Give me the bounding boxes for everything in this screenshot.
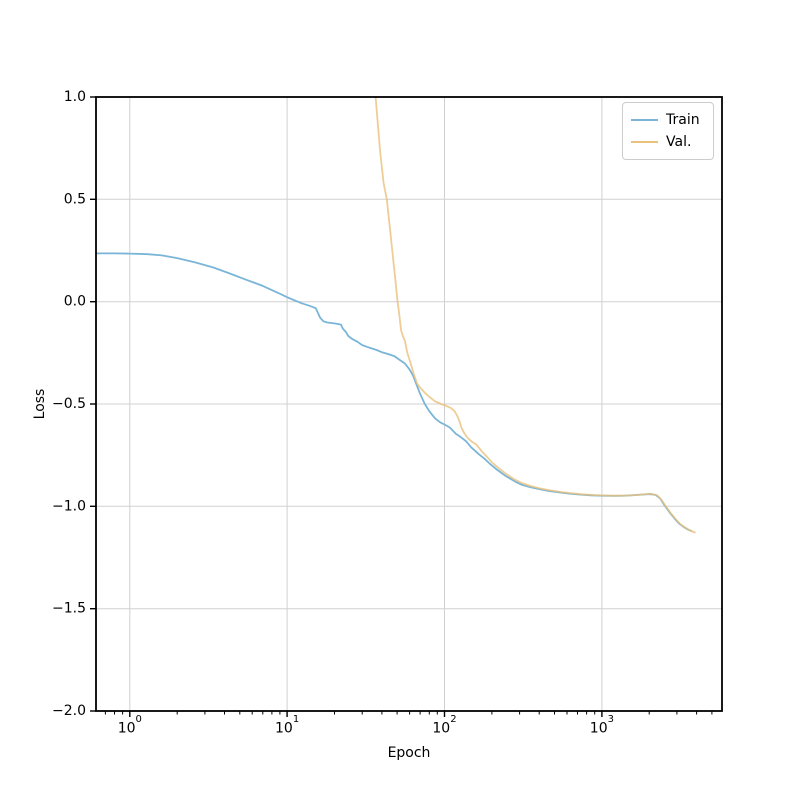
- svg-text:102: 102: [432, 714, 456, 736]
- legend-item-train: Train: [631, 109, 705, 131]
- svg-text:0.5: 0.5: [64, 191, 86, 207]
- legend-label-train: Train: [666, 112, 700, 128]
- val-line-swatch: [631, 141, 658, 143]
- svg-text:−1.5: −1.5: [52, 601, 86, 617]
- svg-text:−0.5: −0.5: [52, 396, 86, 412]
- svg-text:1.0: 1.0: [64, 89, 86, 105]
- svg-text:103: 103: [590, 714, 614, 736]
- legend-item-val: Val.: [631, 131, 705, 153]
- train-line-swatch: [631, 119, 658, 121]
- svg-text:101: 101: [275, 714, 299, 736]
- svg-text:−2.0: −2.0: [52, 703, 86, 719]
- legend-label-val: Val.: [666, 134, 692, 150]
- y-axis-label: Loss: [32, 388, 48, 420]
- svg-text:100: 100: [118, 714, 142, 736]
- x-axis-label: Epoch: [387, 745, 431, 761]
- svg-text:0.0: 0.0: [64, 294, 86, 310]
- svg-text:−1.0: −1.0: [52, 498, 86, 514]
- legend: Train Val.: [622, 102, 714, 160]
